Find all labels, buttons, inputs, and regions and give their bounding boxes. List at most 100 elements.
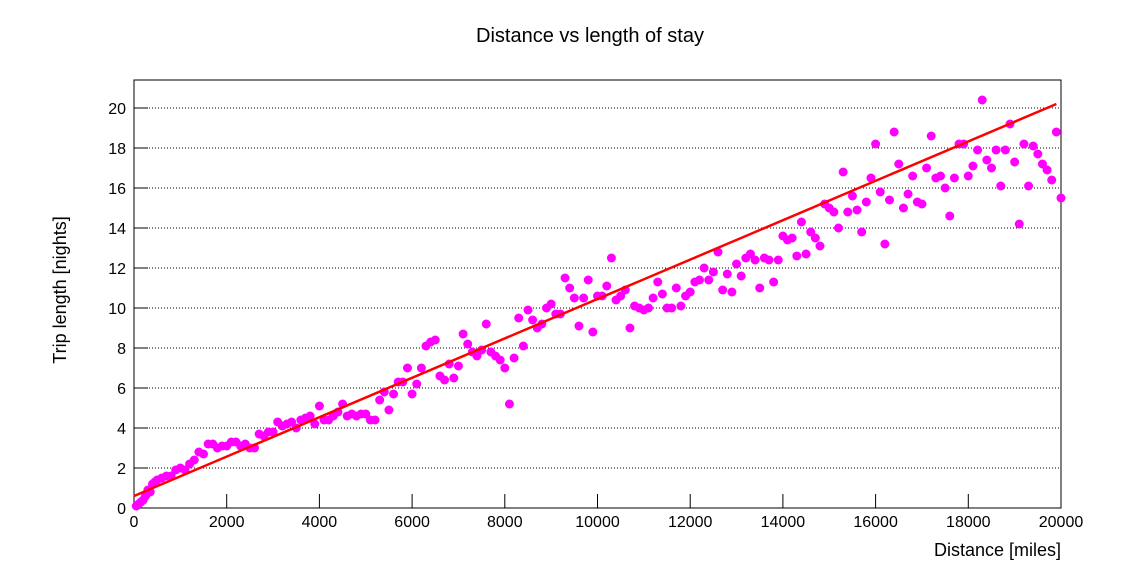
data-point [704,275,714,285]
data-point [685,287,695,297]
data-point [518,341,528,351]
data-point [523,305,533,315]
chart-title: Distance vs length of stay [476,25,704,47]
data-point [736,271,746,281]
data-point [407,389,417,399]
data-point [727,287,737,297]
data-point [560,273,570,283]
data-point [792,251,802,261]
data-point [305,411,315,421]
data-point [389,389,399,399]
data-point [384,405,394,415]
data-point [945,211,955,221]
data-point [996,181,1006,191]
data-point [495,355,505,365]
data-point [898,203,908,213]
data-point [796,217,806,227]
y-tick-label: 10 [108,301,126,318]
data-point [1010,157,1020,167]
data-point [1056,193,1066,203]
data-point [500,363,510,373]
x-tick-label: 12000 [668,514,713,531]
data-point [1019,139,1029,149]
data-point [875,187,885,197]
x-tick-label: 2000 [209,514,245,531]
y-tick-label: 18 [108,141,126,158]
data-point [671,283,681,293]
data-point [885,195,895,205]
data-point [514,313,524,323]
data-point [973,145,983,155]
data-point [834,223,844,233]
y-tick-label: 0 [117,501,126,518]
data-point [963,171,973,181]
data-point [982,155,992,165]
x-tick-label: 16000 [853,514,898,531]
data-point [569,293,579,303]
data-point [546,299,556,309]
data-point [199,449,209,459]
data-point [922,163,932,173]
data-point [625,323,635,333]
data-point [935,171,945,181]
data-point [755,283,765,293]
y-axis-title: Trip length [nights] [50,216,70,363]
data-point [1047,175,1057,185]
data-point [504,399,514,409]
data-point [810,233,820,243]
data-point [1042,165,1052,175]
data-point [653,277,663,287]
data-point [1024,181,1034,191]
x-tick-label: 0 [130,514,139,531]
y-tick-label: 8 [117,341,126,358]
x-tick-label: 6000 [394,514,430,531]
data-point [871,139,881,149]
data-point [894,159,904,169]
x-tick-label: 18000 [946,514,991,531]
data-point [402,363,412,373]
y-tick-label: 6 [117,381,126,398]
data-point [829,207,839,217]
data-point [463,339,473,349]
data-point [574,321,584,331]
data-point [588,327,598,337]
data-point [667,303,677,313]
x-tick-label: 4000 [302,514,338,531]
data-point [718,285,728,295]
data-point [861,197,871,207]
data-point [940,183,950,193]
data-point [657,289,667,299]
data-point [453,361,463,371]
data-point [880,239,890,249]
data-point [648,293,658,303]
fit-line [133,102,1057,498]
data-point [986,163,996,173]
data-point [857,227,867,237]
data-point [991,145,1001,155]
data-point [750,255,760,265]
data-point [977,95,987,105]
data-point [903,189,913,199]
data-point [1028,141,1038,151]
x-tick-label: 20000 [1039,514,1084,531]
data-point [852,205,862,215]
data-point [787,233,797,243]
data-point [643,303,653,313]
data-point [583,275,593,285]
data-point [815,241,825,251]
data-point [908,171,918,181]
x-tick-label: 8000 [487,514,523,531]
data-point [694,275,704,285]
data-point [565,283,575,293]
data-point [889,127,899,137]
x-tick-label: 14000 [761,514,806,531]
data-point [1000,145,1010,155]
data-point [449,373,459,383]
data-point [268,427,278,437]
x-axis-title: Distance [miles] [934,540,1061,560]
data-point [375,395,385,405]
data-point [926,131,936,141]
data-point [838,167,848,177]
